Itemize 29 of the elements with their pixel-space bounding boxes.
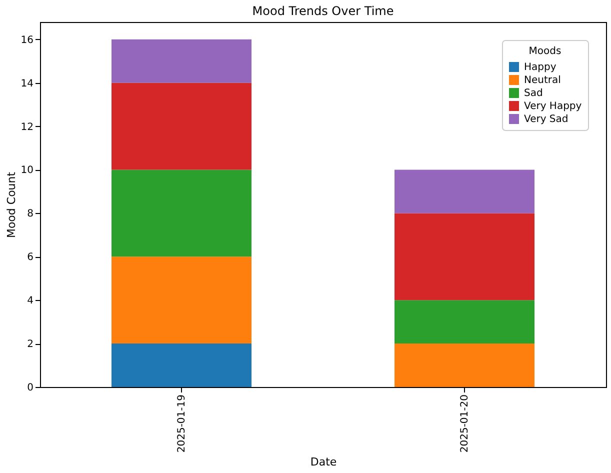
bar <box>394 170 534 214</box>
x-tick-label: 2025-01-19 <box>176 394 188 453</box>
x-tick-label: 2025-01-20 <box>460 394 470 453</box>
bar <box>394 344 534 387</box>
y-tick-label: 10 <box>20 165 34 176</box>
y-tick-label: 8 <box>27 208 34 220</box>
legend-title: Moods <box>528 46 562 57</box>
legend-label: Very Happy <box>524 101 582 112</box>
legend-label: Neutral <box>524 75 561 86</box>
legend-label: Very Sad <box>524 114 568 125</box>
legend-label: Sad <box>524 88 543 99</box>
y-tick-label: 4 <box>27 296 34 307</box>
x-axis-title: Date <box>310 456 337 469</box>
bar <box>112 256 252 344</box>
chart-title: Mood Trends Over Time <box>252 4 394 18</box>
bar <box>112 82 252 170</box>
y-tick-label: 0 <box>27 382 34 394</box>
y-axis-title: Mood Count <box>4 171 18 238</box>
bar <box>112 344 252 387</box>
y-tick-label: 12 <box>20 122 34 133</box>
bar <box>112 39 252 83</box>
y-tick-label: 16 <box>20 34 34 46</box>
y-tick-label: 6 <box>27 252 34 264</box>
bar <box>112 170 252 257</box>
y-tick-label: 14 <box>20 78 34 90</box>
legend-label: Happy <box>524 62 556 73</box>
bar <box>394 300 534 344</box>
y-tick-label: 2 <box>27 339 34 350</box>
bar <box>394 213 534 300</box>
